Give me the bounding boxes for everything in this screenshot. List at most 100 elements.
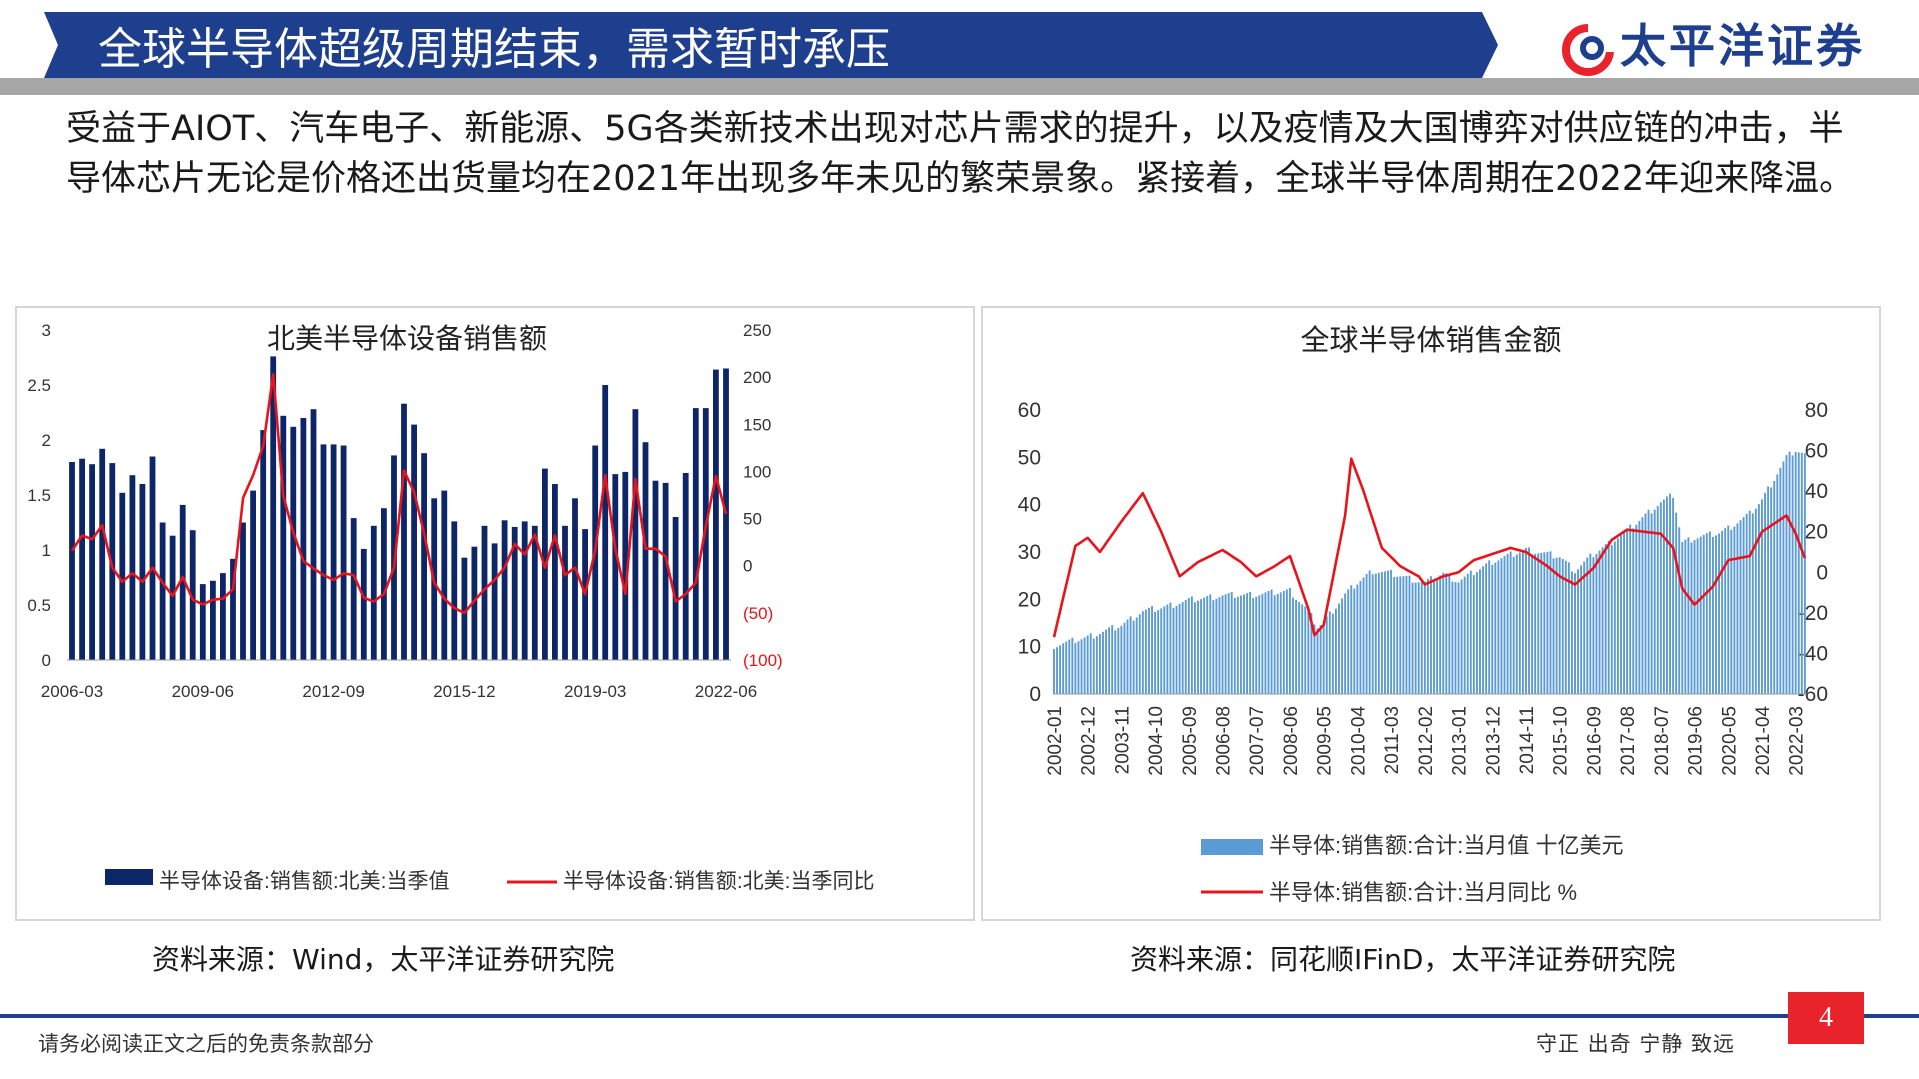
x-tick-label: 2014-11 bbox=[1517, 706, 1538, 774]
bar bbox=[1258, 595, 1261, 694]
bar bbox=[1632, 528, 1635, 694]
y-left-tick-label: 10 bbox=[1018, 636, 1041, 659]
bar bbox=[1417, 582, 1420, 694]
bar bbox=[1797, 452, 1800, 694]
bar bbox=[1135, 617, 1138, 694]
bar bbox=[1521, 550, 1524, 694]
x-tick-label: 2017-08 bbox=[1618, 706, 1639, 776]
bar bbox=[1693, 540, 1696, 694]
bar bbox=[1742, 517, 1745, 694]
bar bbox=[1423, 581, 1426, 694]
bar bbox=[1715, 535, 1717, 694]
bar bbox=[1586, 557, 1589, 694]
header-banner bbox=[44, 12, 1498, 78]
bar bbox=[1338, 603, 1340, 694]
x-tick-label: 2006-08 bbox=[1214, 706, 1235, 776]
page-title: 全球半导体超级周期结束，需求暂时承压 bbox=[98, 24, 890, 75]
bar bbox=[189, 530, 196, 660]
y-right-tick-label: 100 bbox=[743, 462, 771, 481]
bar bbox=[491, 543, 498, 660]
bar bbox=[471, 546, 478, 660]
bar bbox=[159, 522, 166, 660]
bar bbox=[501, 520, 508, 660]
bar bbox=[1580, 565, 1583, 694]
bar bbox=[1666, 496, 1668, 694]
bar bbox=[1172, 607, 1175, 694]
chart-panel-na-equipment: 北美半导体设备销售额 0 0.5 1 1.5 2 2.5 3 (100) (50) 0 50 100 15… bbox=[15, 306, 975, 921]
bar bbox=[1175, 605, 1178, 694]
bar bbox=[1730, 529, 1733, 694]
bar bbox=[1616, 538, 1619, 694]
bar bbox=[1215, 598, 1218, 694]
bar bbox=[109, 463, 116, 660]
bar bbox=[1433, 580, 1435, 694]
bar bbox=[1365, 574, 1368, 694]
bar bbox=[1727, 525, 1730, 694]
bar bbox=[1163, 606, 1166, 694]
bar bbox=[1129, 616, 1132, 694]
bar bbox=[1525, 547, 1527, 694]
bar bbox=[1472, 575, 1475, 694]
bar bbox=[1285, 589, 1288, 694]
y-left-tick-label: 0 bbox=[1029, 683, 1041, 706]
bar bbox=[1077, 641, 1080, 694]
bar bbox=[1390, 569, 1393, 694]
x-tick-label: 2012-09 bbox=[302, 682, 364, 701]
bar bbox=[451, 521, 458, 660]
bar bbox=[1264, 592, 1267, 694]
y-left-tick-label: 0 bbox=[42, 651, 51, 670]
bar bbox=[1252, 598, 1255, 694]
bar bbox=[1420, 581, 1423, 694]
bar bbox=[1503, 556, 1506, 694]
x-tick-label: 2004-10 bbox=[1146, 706, 1167, 776]
bar bbox=[1647, 509, 1650, 694]
bar bbox=[1785, 455, 1788, 694]
bar bbox=[300, 418, 307, 660]
bar bbox=[1068, 639, 1071, 694]
bar bbox=[1782, 461, 1785, 694]
bar bbox=[1356, 584, 1359, 694]
y-right-tick-label: 60 bbox=[1805, 440, 1828, 463]
bar bbox=[1623, 531, 1625, 694]
footer-disclaimer: 请务必阅读正文之后的免责条款部分 bbox=[38, 1032, 374, 1056]
bar bbox=[1451, 581, 1454, 694]
bar bbox=[1377, 572, 1380, 694]
y-left-tick-label: 60 bbox=[1018, 399, 1041, 422]
bar bbox=[1454, 582, 1457, 694]
bar bbox=[1469, 570, 1472, 694]
bar bbox=[1610, 544, 1613, 694]
bar bbox=[1485, 563, 1488, 694]
bar bbox=[1583, 561, 1586, 694]
x-tick-label: 2008-06 bbox=[1281, 706, 1302, 776]
bar bbox=[1696, 538, 1699, 694]
bar bbox=[1788, 451, 1791, 694]
bar bbox=[330, 444, 337, 660]
bar bbox=[662, 482, 669, 660]
bar bbox=[1638, 520, 1641, 694]
bar bbox=[1074, 643, 1077, 694]
x-tick-label: 2010-04 bbox=[1348, 706, 1369, 776]
bar bbox=[1261, 593, 1264, 694]
bar bbox=[723, 368, 729, 660]
bar bbox=[1543, 552, 1546, 694]
bar bbox=[1408, 575, 1411, 694]
bar bbox=[682, 473, 689, 660]
series-line-yoy bbox=[70, 373, 728, 615]
y-left-tick-label: 50 bbox=[1018, 446, 1041, 469]
bar bbox=[1791, 455, 1794, 694]
header-divider bbox=[0, 78, 1919, 95]
bar bbox=[1641, 517, 1644, 694]
bar bbox=[1193, 602, 1196, 694]
bar bbox=[1662, 499, 1665, 694]
bar bbox=[210, 580, 216, 660]
x-tick-label: 2009-06 bbox=[172, 682, 234, 701]
bar bbox=[1497, 560, 1500, 694]
bar bbox=[1711, 537, 1714, 694]
bar bbox=[1181, 602, 1184, 694]
bar bbox=[1445, 573, 1448, 694]
x-tick-label: 2015-12 bbox=[433, 682, 495, 701]
y-right-tick-label: 80 bbox=[1805, 399, 1828, 422]
bar bbox=[1399, 576, 1402, 694]
bar bbox=[1564, 560, 1567, 694]
bar bbox=[1273, 595, 1276, 694]
